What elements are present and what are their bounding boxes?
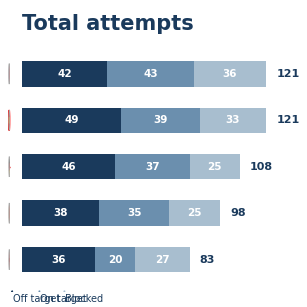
Circle shape	[12, 291, 13, 307]
Text: On target: On target	[41, 294, 87, 304]
Bar	[9, 157, 10, 167]
Bar	[22, 247, 95, 272]
Text: 43: 43	[143, 69, 157, 79]
Text: 49: 49	[64, 115, 79, 125]
Text: 39: 39	[153, 115, 168, 125]
Bar	[22, 107, 121, 133]
Text: Total attempts: Total attempts	[22, 14, 194, 34]
Text: 37: 37	[145, 162, 160, 172]
Text: 20: 20	[108, 255, 122, 265]
Circle shape	[9, 249, 10, 270]
Bar	[9, 157, 10, 163]
Bar	[9, 163, 10, 170]
Text: 108: 108	[250, 162, 273, 172]
Text: 42: 42	[57, 69, 72, 79]
Bar	[194, 61, 266, 87]
Bar	[169, 200, 220, 226]
Text: 25: 25	[208, 162, 222, 172]
Text: 35: 35	[127, 208, 142, 218]
Bar	[200, 107, 266, 133]
Bar	[22, 200, 99, 226]
Text: Blocked: Blocked	[65, 294, 103, 304]
Bar	[9, 170, 10, 177]
Bar	[99, 200, 169, 226]
Text: 25: 25	[187, 208, 202, 218]
Circle shape	[9, 64, 10, 84]
Text: 83: 83	[200, 255, 215, 265]
Text: 36: 36	[51, 255, 66, 265]
Text: 38: 38	[53, 208, 68, 218]
Bar	[22, 154, 115, 180]
Text: 46: 46	[61, 162, 76, 172]
Bar	[115, 154, 190, 180]
Text: 121: 121	[276, 115, 300, 125]
Bar	[22, 61, 107, 87]
Text: 98: 98	[230, 208, 246, 218]
Bar	[121, 107, 200, 133]
Bar	[135, 247, 190, 272]
Circle shape	[9, 110, 10, 130]
Circle shape	[39, 291, 40, 307]
Circle shape	[64, 291, 65, 307]
Bar	[9, 258, 10, 261]
Bar	[107, 61, 194, 87]
Bar	[95, 247, 135, 272]
Text: 36: 36	[223, 69, 237, 79]
Bar	[190, 154, 240, 180]
Bar	[9, 110, 10, 130]
Text: Off target: Off target	[13, 294, 60, 304]
Text: 33: 33	[226, 115, 240, 125]
Text: 121: 121	[276, 69, 300, 79]
Text: 27: 27	[155, 255, 170, 265]
